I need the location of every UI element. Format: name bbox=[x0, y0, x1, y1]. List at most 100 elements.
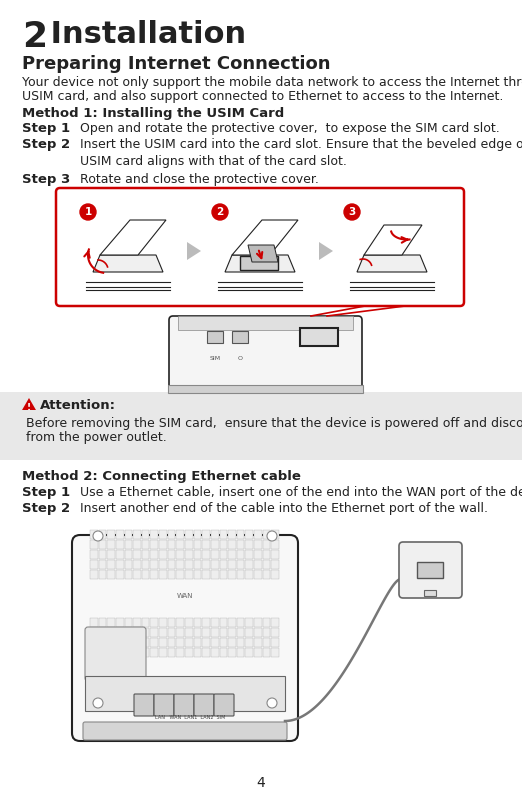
Polygon shape bbox=[187, 242, 201, 260]
Circle shape bbox=[93, 531, 103, 541]
Bar bbox=[300, 328, 338, 346]
Bar bbox=[263, 540, 270, 549]
Text: USIM card, and also support connected to Ethernet to access to the Internet.: USIM card, and also support connected to… bbox=[22, 90, 503, 103]
Bar bbox=[176, 530, 184, 539]
Bar bbox=[271, 560, 279, 569]
Bar bbox=[108, 560, 115, 569]
Bar bbox=[108, 618, 115, 627]
Text: Method 1: Installing the USIM Card: Method 1: Installing the USIM Card bbox=[22, 107, 284, 120]
Text: SIM: SIM bbox=[209, 356, 221, 361]
Bar bbox=[220, 628, 227, 637]
Bar bbox=[90, 570, 98, 579]
Bar bbox=[116, 560, 124, 569]
Bar bbox=[90, 638, 98, 647]
Bar bbox=[168, 560, 175, 569]
Bar bbox=[245, 648, 253, 657]
FancyBboxPatch shape bbox=[194, 694, 214, 716]
Bar bbox=[271, 648, 279, 657]
Bar bbox=[142, 648, 149, 657]
Bar bbox=[116, 570, 124, 579]
Bar bbox=[263, 570, 270, 579]
Bar bbox=[168, 530, 175, 539]
Text: Installation: Installation bbox=[40, 20, 246, 49]
Bar bbox=[245, 560, 253, 569]
Bar bbox=[0, 392, 522, 460]
Bar bbox=[185, 540, 193, 549]
Bar bbox=[254, 560, 262, 569]
Bar bbox=[108, 540, 115, 549]
Bar bbox=[133, 628, 141, 637]
Bar bbox=[99, 530, 106, 539]
Text: O: O bbox=[238, 356, 243, 361]
Bar bbox=[90, 550, 98, 559]
Bar bbox=[150, 550, 158, 559]
Text: Before removing the SIM card,  ensure that the device is powered off and disconn: Before removing the SIM card, ensure tha… bbox=[26, 417, 522, 430]
Bar bbox=[125, 570, 132, 579]
Bar bbox=[194, 628, 201, 637]
Bar bbox=[90, 628, 98, 637]
Text: LAN   WAN  LAN1  LAN2  SIM: LAN WAN LAN1 LAN2 SIM bbox=[155, 715, 225, 720]
Bar bbox=[99, 618, 106, 627]
Bar bbox=[202, 618, 210, 627]
Bar bbox=[220, 540, 227, 549]
Circle shape bbox=[212, 204, 228, 220]
Text: USIM card aligns with that of the card slot.: USIM card aligns with that of the card s… bbox=[80, 155, 347, 168]
Bar bbox=[176, 618, 184, 627]
Bar bbox=[245, 628, 253, 637]
Text: Use a Ethernet cable, insert one of the end into the WAN port of the device.: Use a Ethernet cable, insert one of the … bbox=[80, 486, 522, 499]
Bar bbox=[116, 618, 124, 627]
Text: Open and rotate the protective cover,  to expose the SIM card slot.: Open and rotate the protective cover, to… bbox=[80, 122, 500, 135]
Text: Step 1: Step 1 bbox=[22, 122, 70, 135]
Bar bbox=[116, 638, 124, 647]
Text: Step 3: Step 3 bbox=[22, 173, 70, 186]
Polygon shape bbox=[319, 242, 333, 260]
Bar bbox=[194, 530, 201, 539]
Text: Attention:: Attention: bbox=[40, 399, 116, 412]
Text: Rotate and close the protective cover.: Rotate and close the protective cover. bbox=[80, 173, 319, 186]
Bar bbox=[271, 570, 279, 579]
Polygon shape bbox=[357, 255, 427, 272]
Bar bbox=[125, 648, 132, 657]
Bar bbox=[202, 550, 210, 559]
Bar bbox=[133, 638, 141, 647]
Bar bbox=[176, 540, 184, 549]
Bar bbox=[142, 550, 149, 559]
Bar bbox=[168, 628, 175, 637]
Bar bbox=[142, 560, 149, 569]
Bar bbox=[142, 618, 149, 627]
Bar bbox=[228, 550, 236, 559]
Bar bbox=[159, 618, 167, 627]
Text: Insert another end of the cable into the Ethernet port of the wall.: Insert another end of the cable into the… bbox=[80, 502, 488, 515]
Bar bbox=[142, 540, 149, 549]
Bar bbox=[228, 638, 236, 647]
Bar bbox=[150, 618, 158, 627]
Bar bbox=[232, 331, 248, 343]
FancyBboxPatch shape bbox=[399, 542, 462, 598]
Bar bbox=[185, 530, 193, 539]
Text: Step 2: Step 2 bbox=[22, 138, 70, 151]
Polygon shape bbox=[364, 225, 422, 255]
Text: 3: 3 bbox=[348, 207, 355, 217]
Bar bbox=[202, 540, 210, 549]
Bar bbox=[211, 628, 219, 637]
Bar bbox=[185, 628, 193, 637]
Bar bbox=[240, 256, 278, 270]
Bar bbox=[237, 540, 244, 549]
Bar bbox=[202, 628, 210, 637]
Bar bbox=[271, 628, 279, 637]
Bar bbox=[159, 540, 167, 549]
Bar bbox=[116, 540, 124, 549]
Bar bbox=[220, 618, 227, 627]
Bar bbox=[150, 570, 158, 579]
Bar bbox=[237, 560, 244, 569]
Bar bbox=[133, 570, 141, 579]
Text: 4: 4 bbox=[257, 776, 265, 790]
Bar bbox=[237, 638, 244, 647]
Bar bbox=[133, 648, 141, 657]
Bar bbox=[116, 628, 124, 637]
Bar bbox=[194, 540, 201, 549]
Bar bbox=[220, 560, 227, 569]
Bar bbox=[90, 530, 98, 539]
Bar bbox=[245, 570, 253, 579]
Bar bbox=[194, 618, 201, 627]
